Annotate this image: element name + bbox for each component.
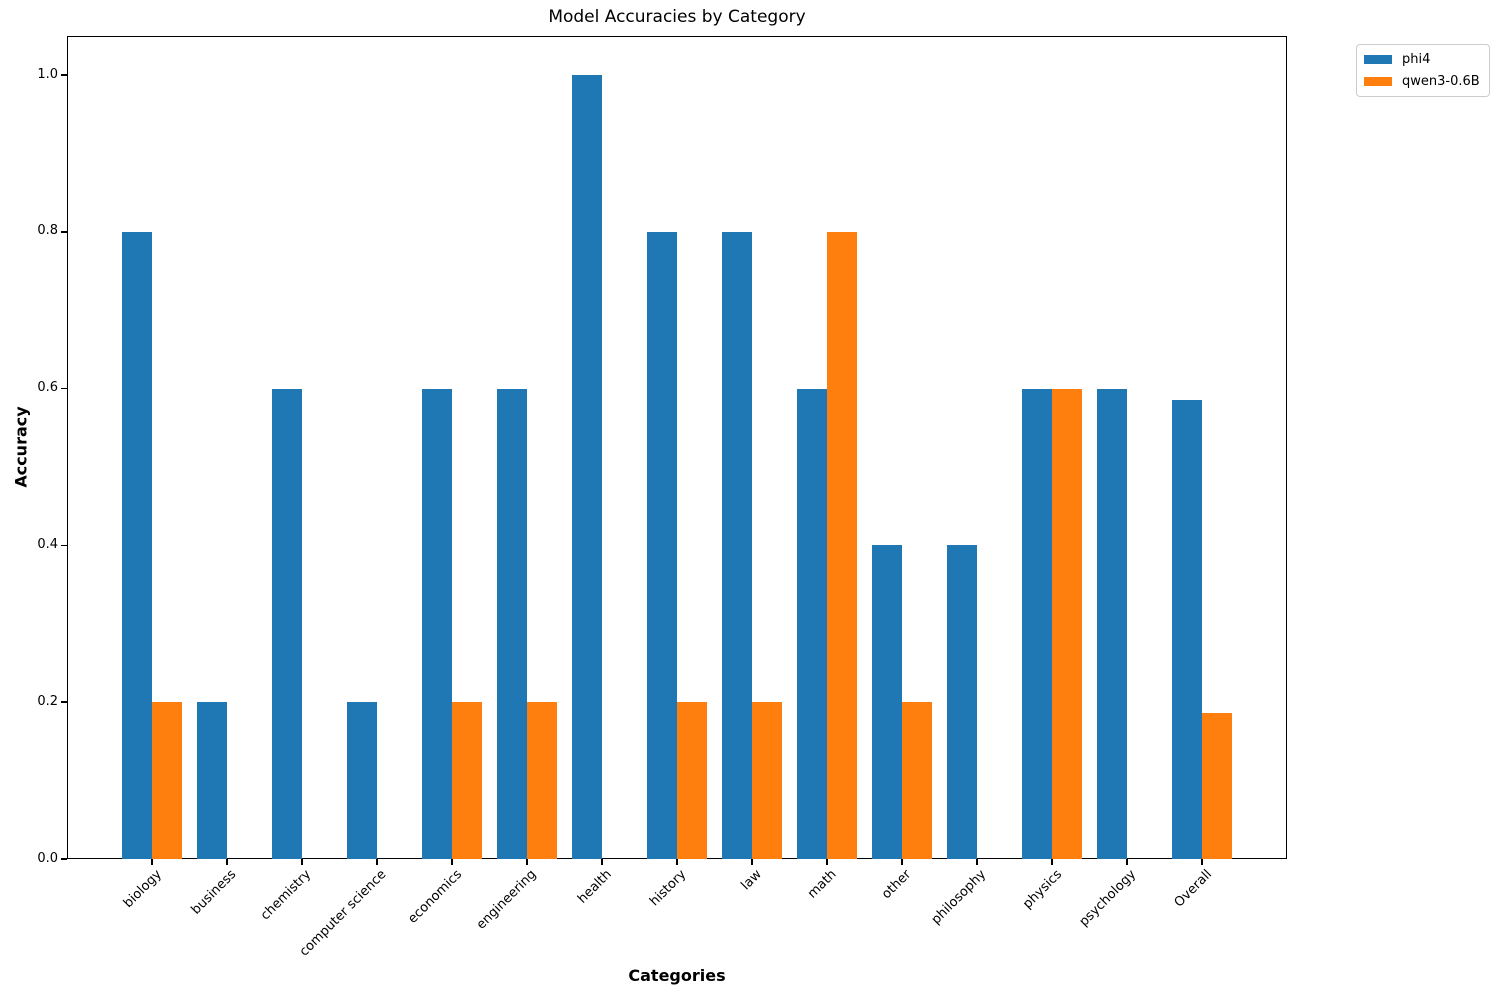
y-tick-label: 0.8 [37, 223, 58, 239]
y-tick-mark [61, 231, 67, 233]
x-tick-label-economics: economics [404, 867, 465, 927]
bar-phi4-business [197, 702, 227, 859]
x-tick-label-business: business [188, 867, 240, 918]
y-tick-label: 1.0 [37, 66, 58, 82]
bar-phi4-other [872, 545, 902, 859]
legend-entry-qwen3-0-6b: qwen3-0.6B [1364, 74, 1480, 89]
bar-qwen3-0-6b-economics [452, 702, 482, 859]
bar-phi4-physics [1022, 388, 1052, 859]
x-tick-mark [376, 859, 378, 865]
x-tick-mark [601, 859, 603, 865]
legend: phi4 qwen3-0.6B [1356, 44, 1490, 97]
x-tick-label-law: law [738, 867, 765, 894]
x-tick-label-history: history [647, 867, 690, 910]
bar-phi4-chemistry [272, 388, 302, 859]
bar-qwen3-0-6b-physics [1052, 388, 1082, 859]
chart-title: Model Accuracies by Category [548, 7, 806, 27]
x-tick-mark [676, 859, 678, 865]
bar-qwen3-0-6b-law [752, 702, 782, 859]
y-tick-mark [61, 701, 67, 703]
bar-qwen3-0-6b-history [677, 702, 707, 859]
y-tick-label: 0.6 [37, 380, 58, 396]
x-tick-mark [751, 859, 753, 865]
bar-phi4-philosophy [947, 545, 977, 859]
x-tick-label-math: math [804, 867, 840, 902]
bar-qwen3-0-6b-biology [152, 702, 182, 859]
y-tick-label: 0.2 [37, 693, 58, 709]
y-tick-mark [61, 74, 67, 76]
y-tick-label: 0.4 [37, 536, 58, 552]
x-tick-mark [1051, 859, 1053, 865]
legend-swatch-qwen3-0-6b [1364, 77, 1392, 86]
bar-qwen3-0-6b-engineering [527, 702, 557, 859]
x-tick-mark [301, 859, 303, 865]
bar-qwen3-0-6b-other [902, 702, 932, 859]
x-tick-label-health: health [574, 867, 615, 907]
bar-phi4-health [572, 75, 602, 859]
y-axis-label: Accuracy [11, 406, 31, 488]
x-tick-label-chemistry: chemistry [258, 867, 315, 924]
x-tick-label-computer-science: computer science [297, 867, 390, 960]
legend-swatch-phi4 [1364, 55, 1392, 64]
bar-qwen3-0-6b-overall [1202, 713, 1232, 859]
x-tick-label-philosophy: philosophy [929, 867, 990, 928]
x-tick-label-biology: biology [120, 867, 165, 912]
y-tick-label: 0.0 [37, 850, 58, 866]
x-tick-label-physics: physics [1019, 867, 1065, 912]
legend-label-qwen3-0-6b: qwen3-0.6B [1402, 74, 1480, 89]
x-tick-mark [976, 859, 978, 865]
bar-phi4-psychology [1097, 388, 1127, 859]
bar-qwen3-0-6b-math [827, 231, 857, 859]
x-tick-label-overall: Overall [1171, 867, 1215, 911]
x-tick-mark [226, 859, 228, 865]
bar-phi4-engineering [497, 388, 527, 859]
x-tick-mark [451, 859, 453, 865]
x-tick-mark [526, 859, 528, 865]
bar-phi4-math [797, 388, 827, 859]
bar-phi4-overall [1172, 399, 1202, 859]
x-tick-mark [826, 859, 828, 865]
legend-label-phi4: phi4 [1402, 52, 1431, 67]
x-tick-label-psychology: psychology [1076, 867, 1140, 930]
legend-entry-phi4: phi4 [1364, 52, 1480, 67]
x-axis-label: Categories [628, 966, 726, 985]
y-tick-mark [61, 387, 67, 390]
y-tick-mark [61, 858, 67, 860]
bar-phi4-computer-science [347, 702, 377, 859]
bar-phi4-biology [122, 231, 152, 859]
bar-phi4-economics [422, 388, 452, 859]
y-tick-mark [61, 544, 67, 547]
x-tick-mark [1126, 859, 1128, 865]
x-tick-label-other: other [879, 867, 915, 903]
bar-phi4-law [722, 231, 752, 859]
bar-phi4-history [647, 231, 677, 859]
x-tick-mark [151, 859, 153, 865]
x-tick-mark [1201, 859, 1203, 865]
x-tick-mark [901, 859, 903, 865]
x-tick-label-engineering: engineering [473, 867, 540, 933]
